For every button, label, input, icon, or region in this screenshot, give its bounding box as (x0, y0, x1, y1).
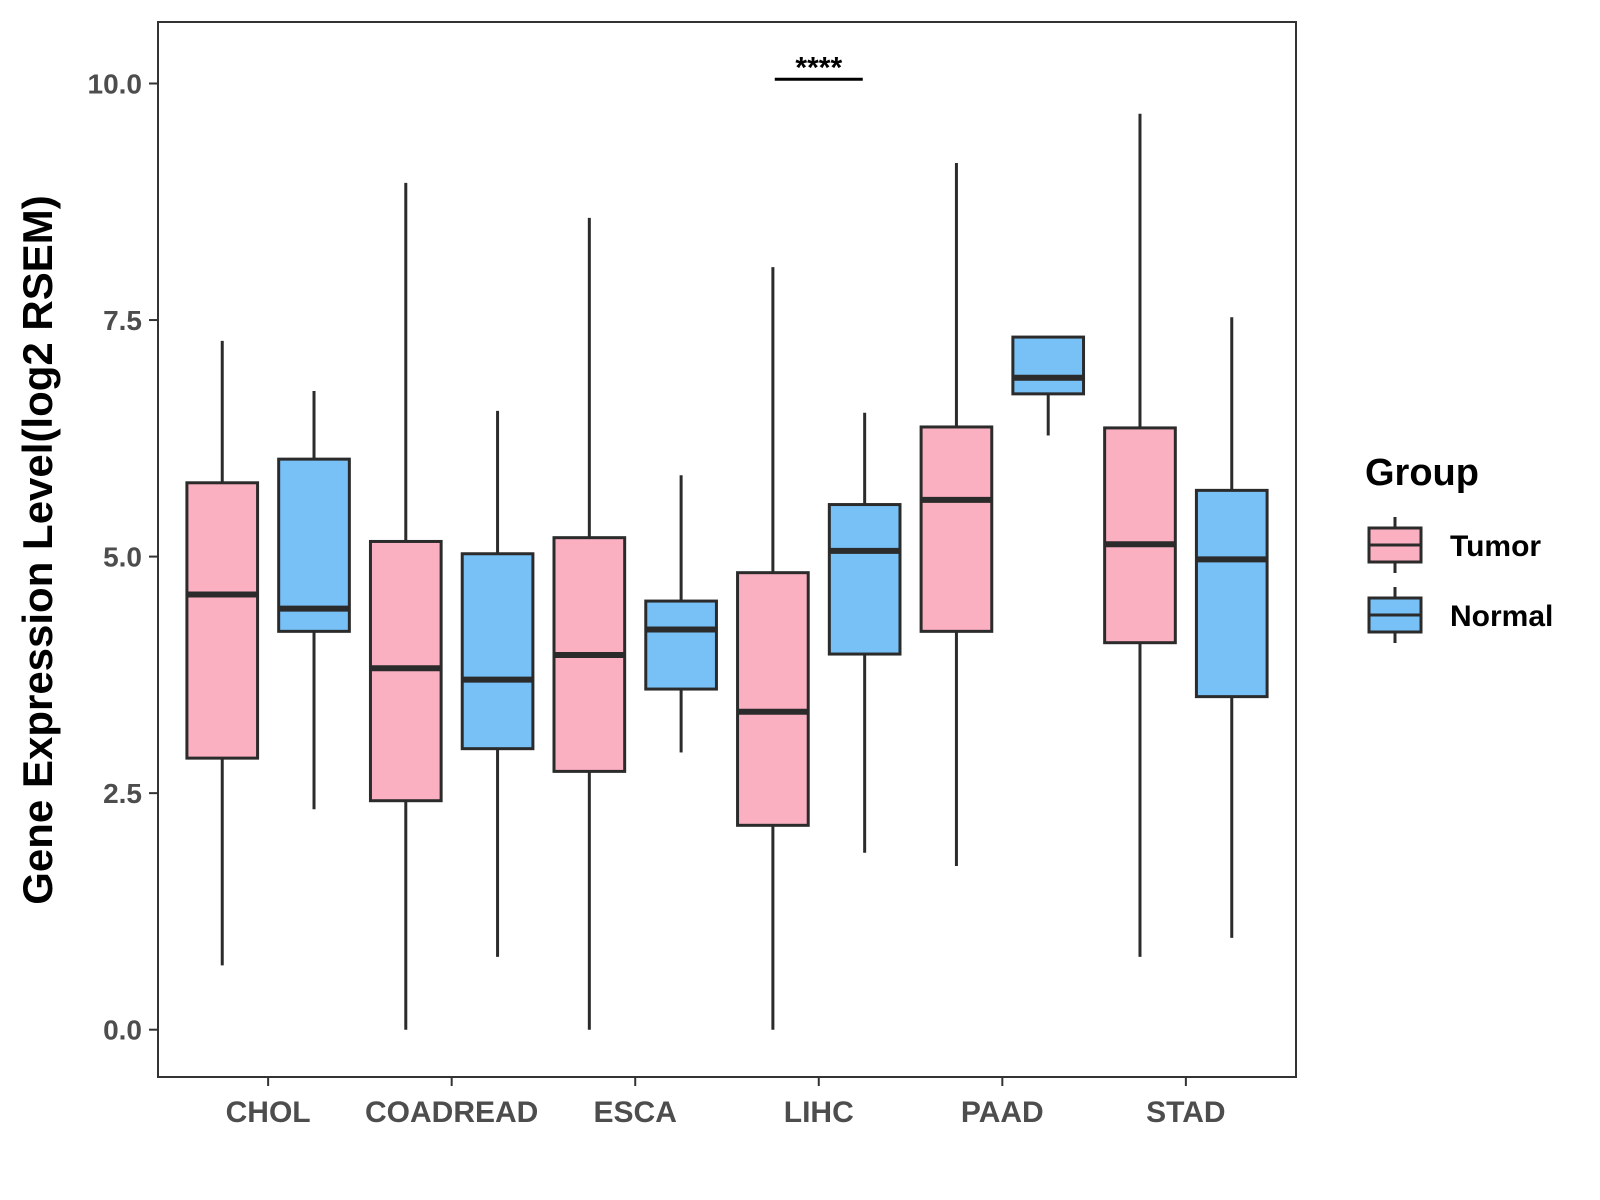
box-series (185, 113, 1269, 1030)
box-normal-paad (1011, 335, 1086, 436)
y-tick-label: 0.0 (103, 1015, 142, 1046)
legend-label: Tumor (1450, 530, 1541, 563)
significance-label: **** (795, 51, 842, 84)
y-tick-label: 7.5 (103, 305, 142, 336)
box-normal-esca (644, 475, 718, 753)
box-body (277, 457, 351, 633)
x-tick-label: ESCA (594, 1096, 677, 1129)
legend-label: Normal (1450, 600, 1553, 633)
box-body (644, 599, 718, 691)
x-tick-label: COADREAD (365, 1096, 538, 1129)
box-body (827, 503, 902, 656)
x-tick-label: LIHC (784, 1096, 854, 1129)
x-axis: CHOL COADREAD ESCA LIHC PAAD STAD (226, 1077, 1226, 1129)
y-tick-label: 2.5 (103, 778, 142, 809)
box-body (1011, 335, 1086, 396)
box-body (1103, 426, 1177, 645)
legend-title: Group (1365, 452, 1479, 494)
y-axis: 0.0 2.5 5.0 7.5 10.0 (88, 69, 158, 1046)
x-tick-label: PAAD (961, 1096, 1044, 1129)
legend: Group Tumor Normal (1365, 452, 1553, 643)
box-tumor-coadread (368, 182, 443, 1030)
legend-key-normal (1367, 587, 1423, 643)
box-body (1194, 488, 1269, 699)
box-tumor-paad (919, 162, 994, 866)
y-tick-label: 10.0 (88, 69, 143, 100)
box-tumor-lihc (736, 267, 810, 1030)
box-tumor-esca (552, 217, 627, 1030)
y-tick-label: 5.0 (103, 542, 142, 573)
box-tumor-chol (185, 340, 260, 966)
box-normal-stad (1194, 317, 1269, 938)
x-tick-label: STAD (1146, 1096, 1225, 1129)
box-body (185, 481, 260, 760)
box-tumor-stad (1103, 113, 1177, 957)
box-body (919, 425, 994, 633)
box-body (736, 571, 810, 827)
x-tick-label: CHOL (226, 1096, 311, 1129)
box-body (460, 552, 535, 751)
box-normal-chol (277, 391, 351, 810)
significance-annotations: **** (774, 51, 863, 84)
box-normal-coadread (460, 410, 535, 957)
legend-key-tumor (1367, 517, 1423, 573)
box-normal-lihc (827, 412, 902, 853)
y-axis-title: Gene Expression Level(log2 RSEM) (14, 195, 61, 905)
